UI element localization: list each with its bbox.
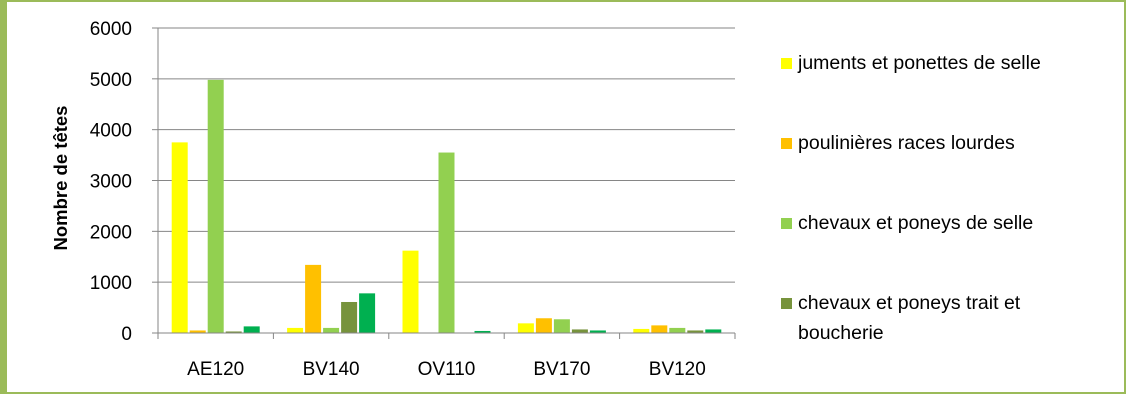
y-tick-label: 3000 [90,172,132,193]
legend-label: chevaux et poneys de selle [798,212,1034,234]
y-tick-label: 0 [121,324,132,345]
legend-swatch-trait-boucherie [781,298,792,309]
bar [287,327,304,333]
x-tick-label: BV120 [649,359,706,380]
x-tick-label: OV110 [418,359,476,380]
bar [651,325,668,333]
bar [474,330,491,333]
legend-item: chevaux et poneys de selle [781,208,1033,238]
axes [157,28,735,334]
bar [402,250,419,333]
x-tick-label: BV170 [533,359,590,380]
legend-label: juments et ponettes de selle [798,52,1041,74]
bar [207,79,224,333]
y-tick-labels: 0 1000 2000 3000 4000 5000 6000 [90,19,132,345]
x-tick-labels: AE120 BV140 OV110 BV170 BV120 [187,359,706,380]
legend-swatch-chevaux-selle [781,218,792,229]
y-tick-label: 6000 [90,19,132,40]
legend-item: chevaux et poneys trait et boucherie [781,288,1020,348]
x-tick-label: AE120 [187,359,244,380]
bar [359,293,376,333]
bar [669,327,686,333]
bar [189,330,206,333]
y-tick-label: 5000 [90,70,132,91]
legend-item: juments et ponettes de selle [781,48,1041,78]
legend-label-line2: boucherie [798,322,884,344]
legend-swatch-juments [781,58,792,69]
bar [243,326,260,333]
bar [305,264,322,333]
legend-label: poulinières races lourdes [798,132,1015,154]
y-axis-label: Nombre de têtes [50,106,71,251]
bar [341,301,358,333]
bars [171,79,722,333]
legend-label-line1: chevaux et poneys trait et [798,292,1021,314]
bar [633,328,650,333]
bar [438,152,455,333]
bar [705,329,722,333]
legend-swatch-poulinieres [781,138,792,149]
bar [225,331,242,333]
legend-item: poulinières races lourdes [781,128,1015,158]
bar [687,330,704,333]
legend-label: chevaux et poneys trait et boucherie [798,288,1020,348]
bar [571,329,588,333]
y-tick-label: 4000 [90,121,132,142]
y-tick-label: 2000 [90,222,132,243]
bar [589,330,606,333]
bar [323,327,340,333]
bar [535,318,552,333]
y-tick-label: 1000 [90,273,132,294]
x-tick-label: BV140 [303,359,360,380]
bar [553,319,570,333]
bar [171,142,188,333]
bar [517,323,534,333]
